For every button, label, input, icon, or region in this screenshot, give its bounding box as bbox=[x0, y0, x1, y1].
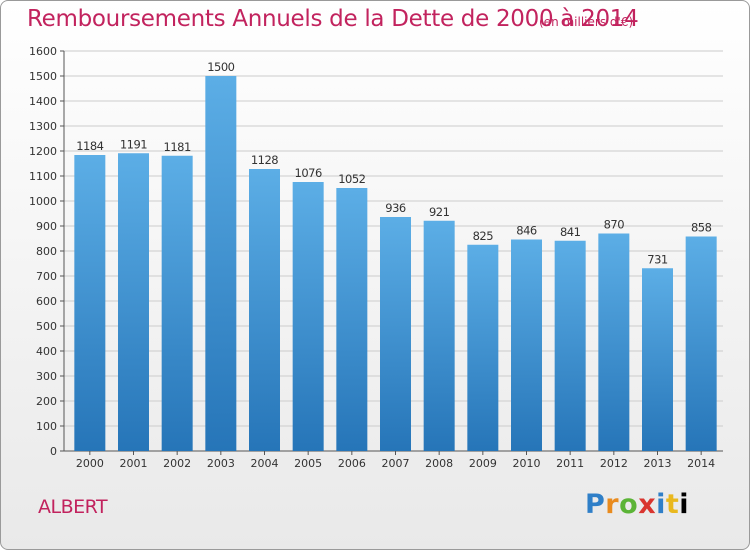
bar bbox=[380, 217, 411, 451]
data-label: 1184 bbox=[76, 139, 103, 153]
data-label: 731 bbox=[647, 252, 668, 266]
proxiti-logo: Proxiti bbox=[585, 489, 689, 520]
data-label: 1191 bbox=[120, 137, 147, 151]
x-tick-label: 2005 bbox=[294, 457, 322, 470]
logo-letter: t bbox=[665, 489, 680, 520]
y-tick-label: 800 bbox=[36, 245, 57, 258]
bar bbox=[554, 240, 586, 451]
y-tick-label: 1500 bbox=[29, 70, 57, 83]
bar bbox=[336, 188, 368, 451]
data-label: 841 bbox=[560, 225, 581, 239]
x-tick-label: 2004 bbox=[251, 457, 279, 470]
axes: 0 100 200 300 400 500 600 700 800 900 1000 1100 1200… bbox=[29, 45, 723, 470]
y-tick-label: 1200 bbox=[29, 145, 57, 158]
bar bbox=[118, 153, 149, 451]
bar bbox=[74, 155, 106, 451]
data-label: 1181 bbox=[164, 140, 191, 154]
data-label: 858 bbox=[691, 221, 712, 235]
x-tick-label: 2012 bbox=[600, 457, 628, 470]
x-tick-label: 2003 bbox=[207, 457, 235, 470]
data-labels: 1184 1191 1181 1500 1128 1076 1052 936 921 825 846… bbox=[76, 60, 712, 266]
x-tick-label: 2014 bbox=[687, 457, 715, 470]
logo-letter: x bbox=[638, 489, 657, 520]
bar bbox=[685, 236, 717, 451]
commune-name: ALBERT bbox=[38, 496, 108, 518]
bar bbox=[292, 182, 324, 451]
data-label: 870 bbox=[604, 218, 625, 232]
logo-letter: i bbox=[656, 489, 666, 520]
y-tick-label: 600 bbox=[36, 295, 57, 308]
data-label: 936 bbox=[385, 201, 406, 215]
data-label: 921 bbox=[429, 205, 450, 219]
x-tick-label: 2001 bbox=[120, 457, 148, 470]
data-label: 1128 bbox=[251, 153, 278, 167]
bar bbox=[642, 268, 673, 451]
x-tick-label: 2000 bbox=[76, 457, 104, 470]
x-tick-label: 2008 bbox=[425, 457, 453, 470]
x-tick-label: 2009 bbox=[469, 457, 497, 470]
chart-title: Remboursements Annuels de la Dette de 20… bbox=[27, 6, 639, 32]
y-tick-label: 400 bbox=[36, 345, 57, 358]
bar bbox=[249, 169, 280, 451]
x-tick-label: 2006 bbox=[338, 457, 366, 470]
x-tick-label: 2011 bbox=[556, 457, 584, 470]
logo-letter: o bbox=[619, 489, 639, 520]
y-tick-label: 100 bbox=[36, 420, 57, 433]
data-label: 1076 bbox=[295, 166, 322, 180]
bar bbox=[467, 244, 499, 451]
y-tick-label: 900 bbox=[36, 220, 57, 233]
x-tick-label: 2010 bbox=[513, 457, 541, 470]
bar bbox=[161, 155, 193, 451]
y-tick-label: 1100 bbox=[29, 170, 57, 183]
y-tick-label: 500 bbox=[36, 320, 57, 333]
data-label: 825 bbox=[473, 229, 494, 243]
logo-letter: P bbox=[585, 489, 606, 520]
logo-letter: r bbox=[605, 489, 620, 520]
y-tick-label: 1400 bbox=[29, 95, 57, 108]
bar bbox=[511, 239, 542, 451]
chart-subtitle: (en milliers d'€) bbox=[539, 15, 634, 29]
y-tick-label: 1000 bbox=[29, 195, 57, 208]
bar bbox=[205, 76, 237, 451]
x-tick-label: 2013 bbox=[644, 457, 672, 470]
y-tick-label: 200 bbox=[36, 395, 57, 408]
bar bbox=[423, 220, 455, 451]
bars bbox=[74, 76, 717, 451]
data-label: 846 bbox=[516, 224, 537, 238]
data-label: 1500 bbox=[207, 60, 234, 74]
x-tick-label: 2007 bbox=[382, 457, 410, 470]
x-tick-label: 2002 bbox=[163, 457, 191, 470]
y-tick-label: 1300 bbox=[29, 120, 57, 133]
y-tick-label: 300 bbox=[36, 370, 57, 383]
y-tick-label: 1600 bbox=[29, 45, 57, 58]
y-tick-label: 700 bbox=[36, 270, 57, 283]
logo-letter: i bbox=[679, 489, 690, 520]
y-tick-label: 0 bbox=[50, 445, 57, 458]
bar bbox=[598, 233, 630, 451]
data-label: 1052 bbox=[338, 172, 365, 186]
